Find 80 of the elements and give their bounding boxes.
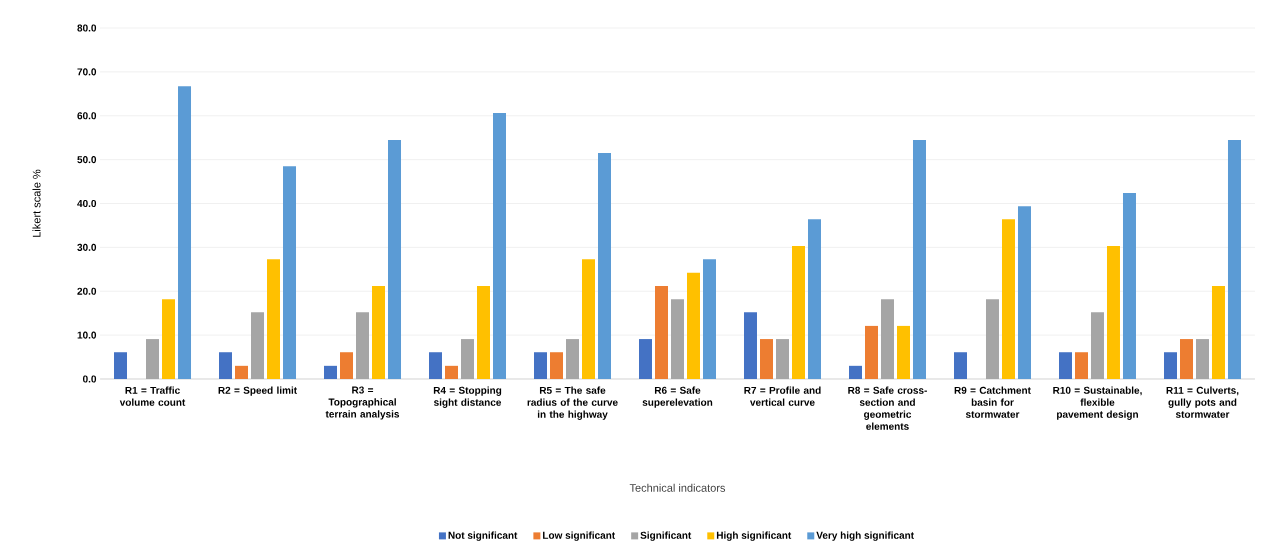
bar: [219, 352, 233, 379]
x-tick-label: R9 = Catchment basin for stormwater: [954, 386, 1031, 418]
x-tick-label: R3 = Topographical terrain analysis: [325, 386, 400, 420]
legend-label: Significant: [640, 531, 692, 541]
bar: [703, 259, 716, 379]
y-tick-label: 60.0: [77, 112, 97, 120]
x-tick-label: R4 = Stopping sight distance: [433, 386, 502, 408]
bar: [1017, 206, 1031, 379]
legend-label: Not significant: [448, 531, 518, 541]
bar: [1211, 285, 1225, 379]
bar: [114, 352, 128, 379]
bar: [235, 365, 249, 379]
bar: [687, 272, 700, 379]
bar: [251, 312, 265, 379]
bar: [776, 339, 789, 379]
bar: [445, 365, 458, 379]
bar: [880, 299, 894, 379]
bar: [162, 299, 176, 379]
bar: [808, 219, 821, 379]
y-tick-label: 20.0: [77, 287, 97, 295]
bar: [953, 352, 967, 379]
bar: [372, 285, 386, 379]
bar: [461, 339, 475, 379]
x-tick-label: R2 = Speed limit: [218, 386, 297, 396]
y-tick-label: 0.0: [82, 375, 97, 383]
legend-label: Very high significant: [816, 531, 914, 541]
x-tick-label: R1 = Traffic volume count: [119, 386, 186, 406]
bar: [283, 166, 297, 379]
bar: [848, 365, 862, 379]
bar: [897, 325, 910, 379]
bar: [744, 312, 757, 379]
bar: [340, 352, 354, 379]
bar: [671, 299, 684, 379]
x-tick-label: R11 = Culverts, gully pots and stormwater: [1166, 386, 1239, 418]
bar: [912, 139, 926, 379]
bar: [655, 285, 668, 379]
bar: [1122, 192, 1136, 379]
bar: [1179, 339, 1193, 379]
bar: [864, 325, 878, 379]
bar: [1001, 219, 1015, 379]
bar: [493, 113, 506, 379]
bar: [534, 352, 547, 379]
bar: [1090, 312, 1104, 379]
y-tick-label: 70.0: [77, 68, 97, 76]
bar: [985, 299, 999, 379]
x-axis-title: Technical indicators: [629, 483, 726, 492]
legend-label: High significant: [716, 531, 792, 541]
x-tick-label: R10 = Sustainable, flexible pavement design: [1053, 386, 1142, 420]
y-tick-label: 80.0: [77, 24, 97, 32]
bar: [566, 339, 579, 379]
bar: [356, 312, 370, 379]
y-axis-title: Likert scale %: [32, 169, 41, 237]
bar: [1058, 352, 1072, 379]
bar: [582, 259, 595, 379]
bar: [1163, 352, 1177, 379]
bar: [388, 139, 402, 379]
x-tick-label: R8 = Safe cross-section and geometric elements: [848, 386, 927, 430]
bar: [429, 352, 442, 379]
x-tick-label: R5 = The safe radius of the curve in the highway: [527, 386, 618, 420]
bar: [1195, 339, 1209, 379]
bar: [178, 86, 192, 379]
bar: [1227, 139, 1241, 379]
bar: [760, 339, 773, 379]
x-tick-label: R7 = Profile and vertical curve: [744, 386, 821, 406]
legend-label: Low significant: [543, 531, 616, 541]
y-tick-label: 10.0: [77, 331, 97, 339]
bar: [267, 259, 281, 379]
bar: [1074, 352, 1088, 379]
bar: [550, 352, 563, 379]
bar: [792, 246, 805, 379]
bar: [1106, 246, 1120, 379]
y-tick-label: 50.0: [77, 156, 97, 164]
bar: [477, 285, 491, 379]
x-tick-label: R6 = Safe superelevation: [642, 386, 713, 408]
bar: [598, 153, 611, 379]
bar: [639, 339, 652, 379]
y-tick-label: 30.0: [77, 243, 97, 251]
y-tick-label: 40.0: [77, 199, 97, 208]
bar: [146, 339, 160, 379]
bar: [324, 365, 338, 379]
